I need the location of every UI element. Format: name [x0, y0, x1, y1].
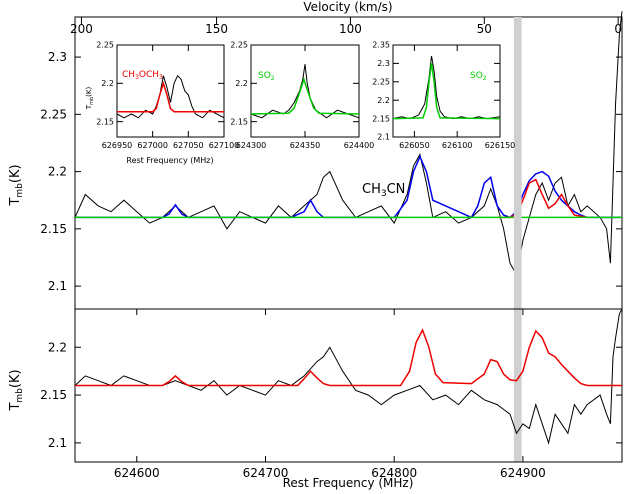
top-y-axis-label: Tmb(K) — [8, 164, 25, 206]
inset-so2-a-label-sub: 2 — [271, 75, 275, 82]
velocity-tick-label: 150 — [205, 22, 228, 36]
bottom-ytick-label: 2.15 — [40, 388, 67, 402]
bottom-ytick-label: 2.2 — [48, 340, 67, 354]
inset-2-ytick-label: 2.25 — [230, 41, 248, 50]
bottom-ytick-label: 2.1 — [48, 436, 67, 450]
inset-so2-b-label-main: SO — [470, 71, 483, 81]
inset-y-label-sub: mb — [89, 97, 95, 105]
top-panel-ticks: 2.1 2.15 2.2 2.25 2.3 — [40, 50, 622, 293]
inset-1-ytick-label: 2.25 — [96, 41, 114, 50]
top-ytick-label: 2.2 — [48, 165, 67, 179]
bottom-panel-series — [74, 308, 623, 445]
inset-2-xtick-label: 624300 — [236, 141, 267, 150]
ch3cn-label-a: CH — [362, 182, 381, 197]
inset-so2-b-series — [392, 55, 501, 120]
inset-ch3och3-frame — [116, 44, 225, 138]
top-ytick-label: 2.1 — [48, 279, 67, 293]
inset-1-xtick-label: 627050 — [173, 141, 204, 150]
top-series-observed — [74, 11, 623, 277]
inset-ch3och3-ticks: 2.15 2.2 2.25 626950 627000 627050 627100 — [96, 41, 239, 150]
inset-ch3och3-label-mid: OCH — [139, 70, 159, 80]
bottom-panel: 2.1 2.15 2.2 624600 624700 624800 624900 Rest … — [8, 17, 623, 490]
inset-3-ytick-label: 2.3 — [377, 59, 390, 68]
inset-so2-b-label: SO2 — [470, 71, 487, 82]
bottom-y-axis-label: Tmb(K) — [8, 369, 25, 411]
inset-so2-b-ticks: 2.1 2.15 2.2 2.25 2.3 2.35 626050 626100 626150 — [372, 41, 515, 150]
inset-3-ytick-label: 2.35 — [372, 41, 390, 50]
velocity-tick-label: 100 — [339, 22, 362, 36]
inset-3-xtick-label: 626150 — [485, 141, 516, 150]
inset-3-ytick-label: 2.25 — [372, 77, 390, 86]
bottom-y-label-unit: (K) — [8, 369, 23, 388]
inset-3-ytick-label: 2.1 — [377, 133, 390, 142]
inset-so2-a-label-main: SO — [258, 71, 271, 81]
inset-so2-a-frame — [250, 44, 360, 138]
bottom-xtick-label: 624900 — [500, 466, 546, 480]
bottom-panel-ticks: 2.1 2.15 2.2 624600 624700 624800 624900 — [40, 309, 622, 480]
velocity-tick-label: 0 — [614, 22, 622, 36]
inset-ch3och3-series — [116, 74, 225, 119]
inset-3-xtick-label: 626100 — [442, 141, 473, 150]
top-ytick-label: 2.3 — [48, 50, 67, 64]
inset-1-xtick-label: 627000 — [137, 141, 168, 150]
velocity-axis-label: Velocity (km/s) — [303, 0, 392, 14]
inset-1-xtick-label: 627100 — [209, 141, 240, 150]
inset-ch3och3-y-label: Tmb(K) — [85, 87, 95, 111]
inset-1-ytick-label: 2.15 — [96, 117, 114, 126]
bottom-xtick-label: 624600 — [114, 466, 160, 480]
velocity-tick-label: 50 — [477, 22, 492, 36]
inset-3-ytick-label: 2.2 — [377, 96, 390, 105]
top-panel: 2.1 2.15 2.2 2.25 2.3 200 150 100 50 0 Velocity … — [8, 0, 623, 310]
bottom-series-observed — [74, 308, 623, 445]
inset-1-series-model-1 — [117, 80, 224, 113]
inset-ch3och3-label: CH3OCH3 — [122, 70, 163, 81]
inset-so2-b-label-sub: 2 — [483, 75, 487, 82]
inset-y-label-main: T — [85, 104, 93, 110]
top-y-label-unit: (K) — [8, 164, 23, 183]
bottom-y-label-main: T — [8, 403, 23, 412]
bottom-xtick-label: 624700 — [243, 466, 289, 480]
inset-y-label-unit: (K) — [85, 87, 93, 97]
inset-1-series-observed — [116, 74, 225, 119]
velocity-tick-label: 200 — [70, 22, 93, 36]
top-y-label-main: T — [8, 198, 23, 207]
inset-2-ytick-label: 2.2 — [235, 79, 248, 88]
top-ytick-label: 2.25 — [40, 107, 67, 121]
inset-2-xtick-label: 624350 — [290, 141, 321, 150]
inset-so2-a: 2.15 2.2 2.25 624300 624350 624400 SO2 — [230, 41, 374, 150]
excluded-band — [513, 17, 522, 462]
inset-3-ytick-label: 2.15 — [372, 114, 390, 123]
inset-3-xtick-label: 626050 — [399, 141, 430, 150]
inset-so2-a-label: SO2 — [258, 71, 275, 82]
velocity-ticks: 200 150 100 50 0 — [70, 17, 622, 36]
inset-2-xtick-label: 624400 — [344, 141, 375, 150]
ch3cn-annotation: CH3CN — [362, 182, 405, 199]
inset-so2-a-ticks: 2.15 2.2 2.25 624300 624350 624400 — [230, 41, 374, 150]
top-series-model-1 — [75, 154, 622, 219]
x-axis-label: Rest Frequency (MHz) — [283, 476, 414, 490]
ch3cn-label-sub: 3 — [381, 189, 387, 199]
inset-2-ytick-label: 2.15 — [230, 117, 248, 126]
inset-ch3och3-label-sub1: 3 — [135, 74, 139, 81]
inset-2-series-model-1 — [250, 77, 360, 115]
bottom-y-label-sub: mb — [15, 388, 25, 403]
top-panel-series — [74, 11, 623, 277]
top-ytick-label: 2.15 — [40, 222, 67, 236]
inset-ch3och3-x-label: Rest Frequency (MHz) — [126, 156, 213, 165]
inset-1-ytick-label: 2.2 — [101, 79, 114, 88]
inset-ch3och3-label-sub2: 3 — [159, 74, 163, 81]
inset-so2-a-series — [250, 64, 360, 119]
inset-so2-b-frame — [392, 44, 501, 138]
inset-1-xtick-label: 626950 — [102, 141, 133, 150]
bottom-series-model-1 — [75, 328, 622, 387]
bottom-xtick-label: 624800 — [371, 466, 417, 480]
inset-ch3och3-label-a: CH — [122, 70, 135, 80]
top-y-label-sub: mb — [15, 183, 25, 198]
ch3cn-label-b: CN — [387, 182, 406, 197]
inset-3-series-model-1 — [392, 63, 501, 120]
